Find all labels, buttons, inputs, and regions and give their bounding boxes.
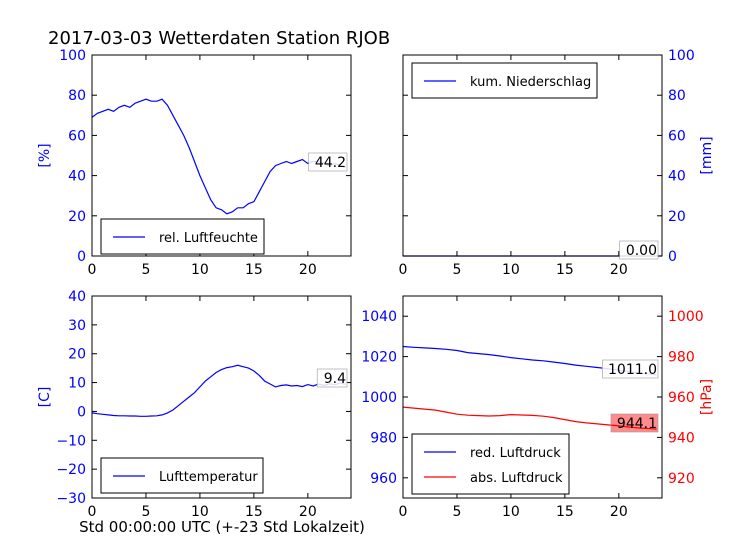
plot-frame — [402, 54, 663, 257]
pressure-chart: 0 5 10 15 20 960 980 1000 1020 1040 920 940 960 980 10… — [361, 295, 715, 520]
y-tick-label: 10 — [68, 376, 86, 392]
x-tick-label: 20 — [299, 262, 317, 278]
y-tick-label: 0 — [668, 249, 677, 265]
end-value-box — [602, 359, 659, 379]
end-value-label: 0.00 — [626, 243, 657, 259]
series-line — [91, 364, 346, 417]
x-tick-label: 10 — [502, 504, 520, 520]
x-tick-label: 0 — [399, 504, 408, 520]
legend-box — [411, 433, 570, 495]
x-tick-label: 5 — [452, 504, 461, 520]
y-tick-label: 60 — [668, 128, 686, 144]
end-value-label: 944.1 — [617, 416, 657, 432]
y-tick-label: −30 — [56, 491, 86, 507]
y-tick-label: −10 — [56, 433, 86, 449]
figure-x-axis-label: Std 00:00:00 UTC (+-23 Std Lokalzeit) — [79, 518, 365, 536]
y-tick-label: 30 — [68, 318, 86, 334]
end-value-box — [308, 152, 348, 172]
x-tick-label: 10 — [191, 504, 209, 520]
x-tick-label: 0 — [88, 504, 97, 520]
y-tick-label: 0 — [77, 404, 86, 420]
y-tick-label: 960 — [370, 471, 397, 487]
legend-entry: Lufttemperatur — [159, 470, 258, 485]
x-tick-label: 5 — [141, 504, 150, 520]
temperature-chart: 0 5 10 15 20 −30 −20 −10 0 10 20 30 40 [C] 9.4 Lufttemp… — [37, 289, 352, 520]
y-tick-label: 80 — [68, 88, 86, 104]
figure-title: 2017-03-03 Wetterdaten Station RJOB — [48, 28, 390, 49]
y-tick-label: 100 — [668, 48, 695, 64]
y-tick-label: 80 — [668, 88, 686, 104]
x-tick-label: 15 — [556, 262, 574, 278]
y-tick-label: 1000 — [668, 309, 704, 325]
legend-entry: rel. Luftfeuchte — [159, 231, 258, 246]
x-tick-label: 15 — [245, 504, 263, 520]
precipitation-chart: 0 5 10 15 20 0 20 40 60 80 100 [mm] 0.00 kum. Nieders… — [399, 48, 715, 278]
y-tick-label: 980 — [668, 350, 695, 366]
series-line — [91, 98, 346, 215]
x-tick-label: 0 — [399, 262, 408, 278]
y-tick-label: 100 — [59, 48, 86, 64]
y-tick-label: 1000 — [361, 390, 397, 406]
x-tick-label: 20 — [610, 504, 628, 520]
legend-entry: abs. Luftdruck — [470, 471, 563, 486]
x-tick-label: 20 — [610, 262, 628, 278]
end-value-label: 44.2 — [315, 155, 346, 171]
humidity-chart: 0 5 10 15 20 0 20 40 60 80 100 [%] 44.2 rel. Luftfeuc… — [37, 48, 352, 278]
y-axis-label: [mm] — [699, 136, 715, 174]
y-tick-label: 1020 — [361, 350, 397, 366]
y-tick-label: 20 — [668, 209, 686, 225]
legend-entry: red. Luftdruck — [470, 446, 561, 461]
y-tick-label: 40 — [68, 169, 86, 185]
series-line — [402, 406, 657, 430]
x-tick-label: 10 — [502, 262, 520, 278]
y-tick-label: 20 — [68, 209, 86, 225]
end-value-box — [610, 413, 659, 433]
y-tick-label: −20 — [56, 462, 86, 478]
y-axis-label: [%] — [37, 143, 53, 167]
plot-frame — [91, 295, 352, 499]
y-axis-label: [C] — [37, 387, 53, 408]
legend-entry: kum. Niederschlag — [470, 75, 591, 90]
x-tick-label: 10 — [191, 262, 209, 278]
x-tick-label: 5 — [452, 262, 461, 278]
y-tick-label: 60 — [68, 128, 86, 144]
end-value-label: 1011.0 — [608, 362, 657, 378]
y-tick-label: 920 — [668, 471, 695, 487]
y-tick-label: 940 — [668, 430, 695, 446]
y-tick-label: 40 — [68, 289, 86, 305]
x-tick-label: 15 — [245, 262, 263, 278]
y-tick-label: 960 — [668, 390, 695, 406]
y-tick-label: 1040 — [361, 309, 397, 325]
x-tick-label: 20 — [299, 504, 317, 520]
x-tick-label: 5 — [141, 262, 150, 278]
y-tick-label: 0 — [77, 249, 86, 265]
y-tick-label: 980 — [370, 430, 397, 446]
end-value-box — [316, 368, 348, 388]
end-value-label: 9.4 — [324, 371, 346, 387]
end-value-box — [619, 240, 659, 260]
y-axis-label: [hPa] — [699, 379, 715, 415]
y-tick-label: 40 — [668, 169, 686, 185]
x-tick-label: 0 — [88, 262, 97, 278]
x-tick-label: 15 — [556, 504, 574, 520]
plot-frame — [91, 54, 352, 257]
y-tick-label: 20 — [68, 347, 86, 363]
